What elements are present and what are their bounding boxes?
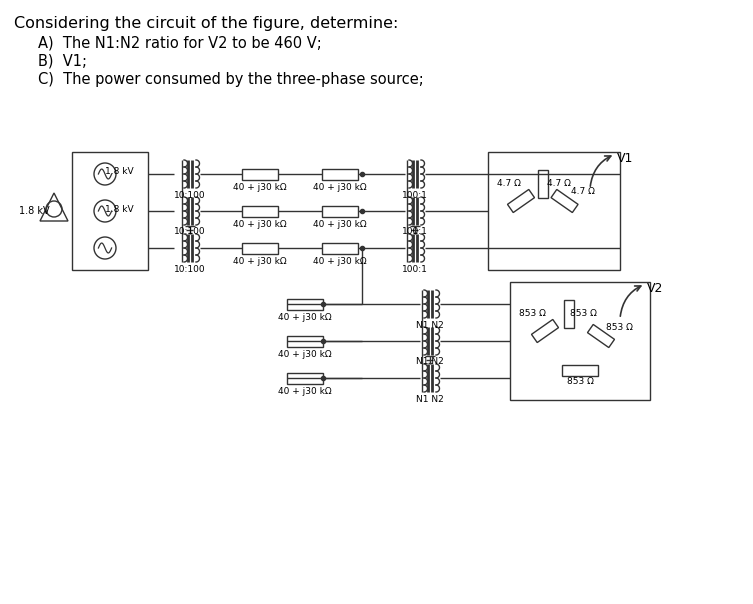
Text: 10:100: 10:100 [174, 228, 206, 237]
Text: 40 + j30 kΩ: 40 + j30 kΩ [313, 220, 367, 229]
FancyBboxPatch shape [322, 169, 358, 179]
Bar [510, 282, 650, 400]
Text: B)  V1;: B) V1; [38, 54, 87, 69]
Text: 4.7 Ω: 4.7 Ω [497, 179, 521, 187]
Bar [72, 152, 148, 270]
FancyBboxPatch shape [287, 298, 323, 309]
Text: 100:1: 100:1 [402, 190, 428, 199]
FancyBboxPatch shape [322, 205, 358, 216]
FancyBboxPatch shape [287, 335, 323, 347]
Text: 853 Ω: 853 Ω [605, 324, 633, 332]
FancyBboxPatch shape [562, 364, 598, 376]
Polygon shape [551, 190, 578, 213]
Text: 40 + j30 kΩ: 40 + j30 kΩ [233, 257, 287, 266]
Text: Considering the circuit of the figure, determine:: Considering the circuit of the figure, d… [14, 16, 398, 31]
Text: 40 + j30 kΩ: 40 + j30 kΩ [233, 183, 287, 192]
FancyBboxPatch shape [242, 205, 278, 216]
Text: 40 + j30 kΩ: 40 + j30 kΩ [278, 387, 332, 396]
Text: C)  The power consumed by the three-phase source;: C) The power consumed by the three-phase… [38, 72, 424, 87]
Text: 853 Ω: 853 Ω [566, 378, 593, 387]
Text: 40 + j30 kΩ: 40 + j30 kΩ [313, 183, 367, 192]
Text: N1 N2: N1 N2 [416, 394, 444, 403]
Polygon shape [587, 324, 614, 347]
Text: 853 Ω: 853 Ω [519, 309, 545, 318]
Text: 4.7 Ω: 4.7 Ω [547, 179, 570, 188]
Text: 10:100: 10:100 [174, 265, 206, 274]
Text: 1.8 kV: 1.8 kV [105, 167, 133, 176]
Text: 4.7 Ω: 4.7 Ω [571, 187, 595, 196]
Text: V1: V1 [617, 152, 633, 165]
FancyBboxPatch shape [322, 242, 358, 254]
Text: V2: V2 [647, 283, 663, 295]
Text: A)  The N1:N2 ratio for V2 to be 460 V;: A) The N1:N2 ratio for V2 to be 460 V; [38, 36, 322, 51]
Text: 100:1: 100:1 [402, 228, 428, 237]
Text: 853 Ω: 853 Ω [570, 309, 597, 318]
Text: 100:1: 100:1 [402, 265, 428, 274]
FancyBboxPatch shape [538, 170, 548, 198]
Polygon shape [532, 320, 559, 342]
Polygon shape [508, 190, 535, 213]
Bar [488, 152, 620, 270]
FancyBboxPatch shape [242, 169, 278, 179]
FancyBboxPatch shape [287, 373, 323, 384]
FancyBboxPatch shape [242, 242, 278, 254]
Text: N1 N2: N1 N2 [416, 321, 444, 330]
Text: N1 N2: N1 N2 [416, 358, 444, 367]
Text: 1.8 kV: 1.8 kV [105, 205, 133, 213]
Text: 1.8 kV: 1.8 kV [19, 206, 49, 216]
Text: 40 + j30 kΩ: 40 + j30 kΩ [278, 313, 332, 322]
Text: 40 + j30 kΩ: 40 + j30 kΩ [278, 350, 332, 359]
Text: 40 + j30 kΩ: 40 + j30 kΩ [233, 220, 287, 229]
Text: 40 + j30 kΩ: 40 + j30 kΩ [313, 257, 367, 266]
FancyBboxPatch shape [564, 300, 574, 328]
Text: 10:100: 10:100 [174, 190, 206, 199]
